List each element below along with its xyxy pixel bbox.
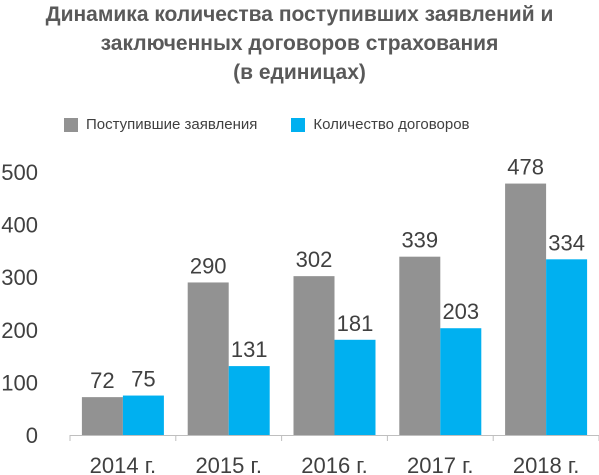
bar-applications <box>81 397 123 435</box>
data-label: 203 <box>442 299 479 324</box>
chart-title-line-2: заключенных договоров страхования <box>100 32 499 55</box>
y-tick-label: 200 <box>1 318 38 343</box>
y-tick-label: 300 <box>1 265 38 290</box>
data-label: 478 <box>507 155 544 180</box>
legend: Поступившие заявления Количество договор… <box>64 116 504 133</box>
y-tick-label: 0 <box>26 423 38 448</box>
data-label: 131 <box>231 337 268 362</box>
data-label: 181 <box>337 311 374 336</box>
x-tick-label: 2015 г. <box>195 453 262 475</box>
chart-title: Динамика количества поступивших заявлени… <box>0 0 599 87</box>
data-label: 334 <box>548 230 585 255</box>
bar-contracts <box>122 395 164 435</box>
bar-contracts <box>440 328 482 435</box>
data-label: 75 <box>131 367 155 392</box>
legend-item-applications: Поступившие заявления <box>64 116 257 133</box>
y-tick-label: 500 <box>1 160 38 185</box>
x-tick-label: 2016 г. <box>301 453 368 475</box>
chart-title-line-3: (в единицах) <box>233 61 366 84</box>
x-tick-label: 2017 г. <box>407 453 474 475</box>
chart-title-line-1: Динамика количества поступивших заявлени… <box>45 3 554 26</box>
legend-swatch-applications <box>64 117 78 132</box>
bar-applications <box>293 276 335 435</box>
data-label: 290 <box>190 253 227 278</box>
bar-applications <box>399 256 441 435</box>
y-tick-label: 400 <box>1 213 38 238</box>
data-label: 339 <box>401 228 438 253</box>
data-label: 302 <box>296 247 333 272</box>
bar-applications <box>505 183 547 435</box>
legend-label-contracts: Количество договоров <box>313 116 470 133</box>
data-label: 72 <box>90 368 114 393</box>
bar-contracts <box>228 366 270 435</box>
bar-contracts <box>546 259 588 435</box>
legend-swatch-contracts <box>291 117 306 132</box>
legend-item-contracts: Количество договоров <box>291 116 470 133</box>
bar-contracts <box>334 339 376 435</box>
legend-label-applications: Поступившие заявления <box>86 116 258 133</box>
x-tick-label: 2018 г. <box>513 453 580 475</box>
y-tick-label: 100 <box>1 370 38 395</box>
x-tick-label: 2014 г. <box>90 453 157 475</box>
bar-applications <box>187 282 229 435</box>
